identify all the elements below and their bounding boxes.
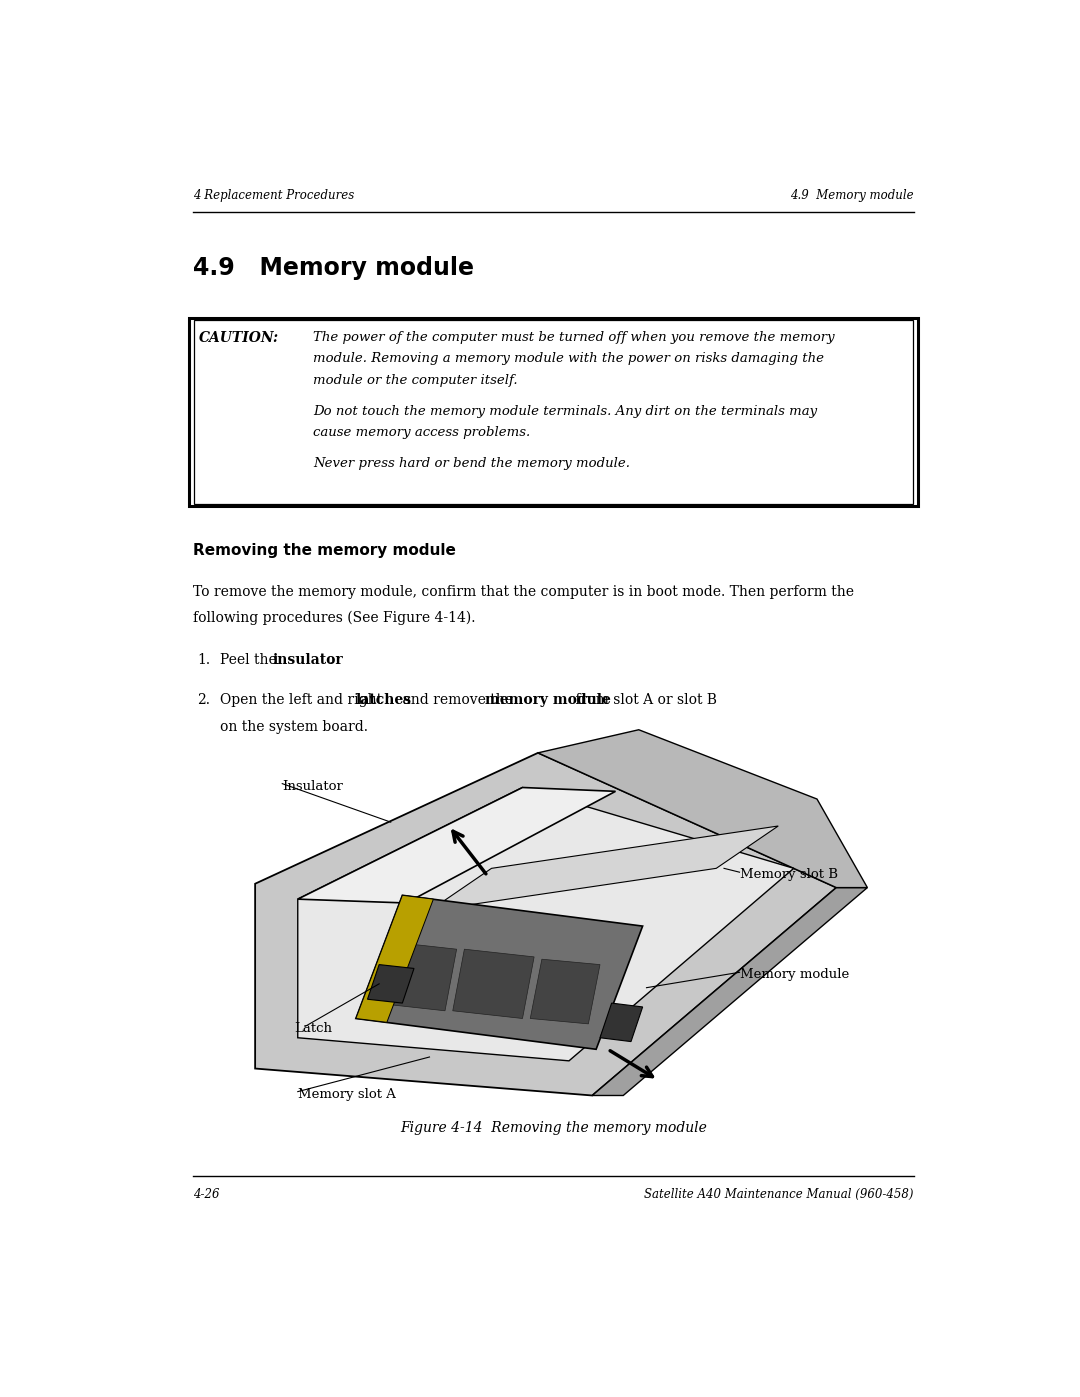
Text: 4.9  Memory module: 4.9 Memory module	[791, 189, 914, 203]
Polygon shape	[592, 887, 867, 1095]
Text: from slot A or slot B: from slot A or slot B	[571, 693, 717, 707]
Text: following procedures (See Figure 4-14).: following procedures (See Figure 4-14).	[193, 610, 475, 624]
Polygon shape	[430, 826, 779, 911]
Polygon shape	[356, 895, 433, 1023]
Text: 4.9   Memory module: 4.9 Memory module	[193, 256, 474, 281]
Polygon shape	[298, 788, 616, 902]
Polygon shape	[298, 788, 794, 1060]
Text: Latch: Latch	[294, 1023, 332, 1035]
Text: module or the computer itself.: module or the computer itself.	[313, 374, 518, 387]
Text: Peel the: Peel the	[220, 652, 282, 666]
Text: Memory slot B: Memory slot B	[740, 869, 837, 882]
Text: CAUTION:: CAUTION:	[200, 331, 280, 345]
Text: Open the left and right: Open the left and right	[220, 693, 387, 707]
Text: 4-26: 4-26	[193, 1187, 219, 1201]
Text: 2.: 2.	[197, 693, 210, 707]
Text: insulator: insulator	[273, 652, 343, 666]
Text: 1.: 1.	[197, 652, 211, 666]
Bar	[189, 317, 918, 507]
Text: .: .	[328, 652, 333, 666]
Text: Satellite A40 Maintenance Manual (960-458): Satellite A40 Maintenance Manual (960-45…	[645, 1187, 914, 1201]
Polygon shape	[538, 729, 867, 887]
Text: Insulator: Insulator	[282, 780, 343, 792]
Text: latches: latches	[356, 693, 411, 707]
Text: The power of the computer must be turned off when you remove the memory: The power of the computer must be turned…	[313, 331, 835, 344]
Text: cause memory access problems.: cause memory access problems.	[313, 426, 530, 440]
Text: To remove the memory module, confirm that the computer is in boot mode. Then per: To remove the memory module, confirm tha…	[193, 585, 854, 599]
Text: Figure 4-14  Removing the memory module: Figure 4-14 Removing the memory module	[400, 1120, 707, 1134]
Text: Removing the memory module: Removing the memory module	[193, 543, 456, 559]
Polygon shape	[367, 964, 414, 1003]
Polygon shape	[530, 960, 600, 1024]
Text: Never press hard or bend the memory module.: Never press hard or bend the memory modu…	[313, 457, 631, 471]
Text: Do not touch the memory module terminals. Any dirt on the terminals may: Do not touch the memory module terminals…	[313, 405, 818, 418]
Polygon shape	[453, 949, 535, 1018]
Text: Memory module: Memory module	[740, 968, 849, 982]
Text: and remove the: and remove the	[397, 693, 517, 707]
Text: Memory slot A: Memory slot A	[298, 1088, 395, 1101]
Polygon shape	[255, 753, 836, 1095]
Polygon shape	[375, 942, 457, 1011]
Bar	[193, 320, 914, 504]
Text: module. Removing a memory module with the power on risks damaging the: module. Removing a memory module with th…	[313, 352, 824, 366]
Polygon shape	[356, 895, 643, 1049]
Text: on the system board.: on the system board.	[220, 719, 368, 733]
Text: memory module: memory module	[485, 693, 610, 707]
Text: 4 Replacement Procedures: 4 Replacement Procedures	[193, 189, 354, 203]
Polygon shape	[600, 1003, 643, 1042]
